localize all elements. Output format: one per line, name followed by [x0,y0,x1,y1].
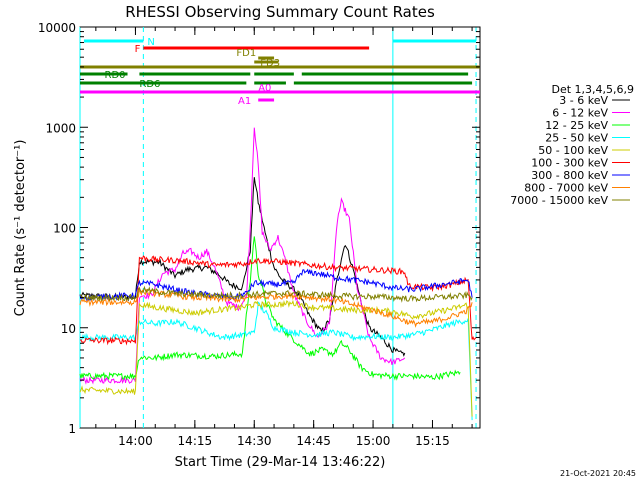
series-line-2 [79,236,461,381]
series-line-4 [79,299,473,417]
legend-label-7: 800 - 7000 keV [524,182,608,195]
y-tick-label: 10 [61,322,76,336]
flag-label-RD0: RD0 [105,70,126,81]
y-tick-label: 1 [68,422,76,436]
flag-label-N: N [147,37,154,48]
legend-label-2: 12 - 25 keV [545,119,608,132]
y-axis-label: Count Rate (s⁻¹ detector⁻¹) [13,140,28,317]
flag-label-FD3: FD3 [260,58,280,69]
series-line-8 [79,285,473,303]
chart-title: RHESSI Observing Summary Count Rates [125,3,435,21]
legend-label-5: 100 - 300 keV [531,157,608,170]
x-tick-label: 14:45 [296,434,331,448]
footer-date: 21-Oct-2021 20:45 [560,469,636,478]
y-tick-label: 100 [53,222,76,236]
legend-label-6: 300 - 800 keV [531,169,608,182]
y-tick-label: 10000 [38,21,76,35]
legend-label-4: 50 - 100 keV [538,144,608,157]
legend-label-3: 25 - 50 keV [545,132,608,145]
flag-label-RD6: RD6 [139,79,160,90]
x-tick-label: 15:15 [415,434,450,448]
flag-label-A0: A0 [258,83,271,94]
series-line-6 [79,268,473,302]
legend-title: Det 1,3,4,5,6,9 [551,83,634,96]
x-tick-label: 14:15 [178,434,213,448]
series-line-1 [79,127,406,385]
legend-label-0: 3 - 6 keV [559,94,608,107]
x-tick-label: 15:00 [356,434,391,448]
legend-label-8: 7000 - 15000 keV [510,194,608,207]
flag-label-F: F [135,44,141,55]
x-tick-label: 14:30 [237,434,272,448]
x-axis-label: Start Time (29-Mar-14 13:46:22) [175,455,386,470]
y-tick-label: 1000 [45,121,76,135]
series-line-5 [79,255,477,346]
legend-label-1: 6 - 12 keV [552,107,608,120]
series-line-3 [79,301,473,421]
x-tick-label: 14:00 [118,434,153,448]
flag-label-FD1: FD1 [236,48,256,59]
flag-label-A1: A1 [238,96,251,107]
plot-area: NF FD1 FD3 RD0 RD6 A0 A1 1 10 100 1000 10000 14:00 14… [38,21,481,448]
